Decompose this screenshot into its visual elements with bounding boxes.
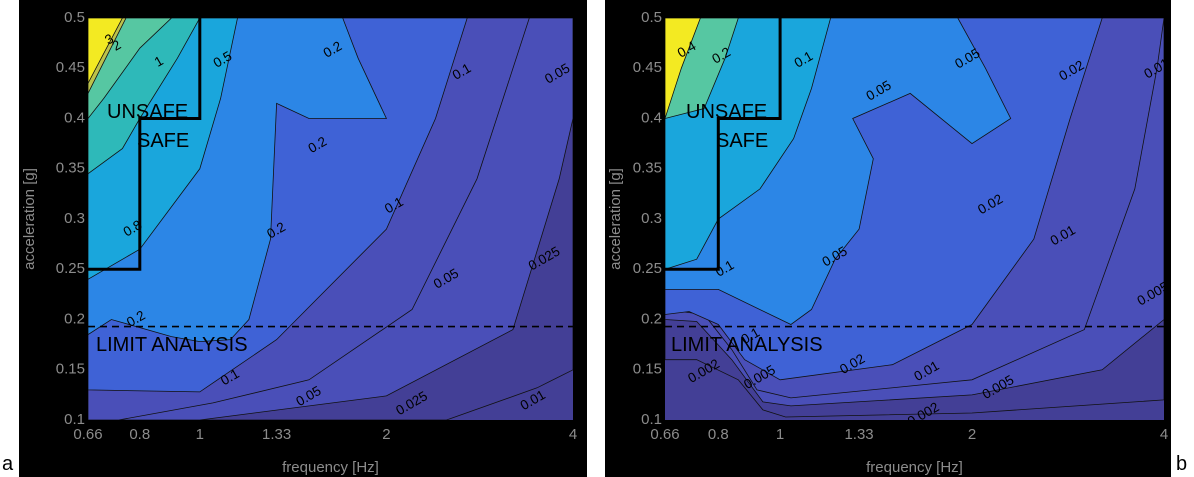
- x-tick-label: 0.8: [129, 426, 150, 443]
- y-tick-label: 0.1: [641, 411, 662, 428]
- x-tick-label: 2: [382, 426, 390, 443]
- contour-layers: [665, 18, 1164, 418]
- panel-b: 0.4 0.2 0.1 0.050.050.050.020.020.020.010.0…: [605, 0, 1172, 477]
- x-tick-label: 1.33: [262, 426, 291, 443]
- y-tick-label: 0.35: [56, 160, 85, 177]
- x-tick-label: 2: [968, 426, 976, 443]
- y-tick-label: 0.35: [633, 160, 662, 177]
- y-tick-label: 0.15: [633, 361, 662, 378]
- unsafe-label: UNSAFE: [686, 101, 767, 123]
- x-tick-label: 0.66: [650, 426, 679, 443]
- x-tick-label: 0.66: [73, 426, 102, 443]
- limit-analysis-label: LIMIT ANALYSIS: [96, 334, 248, 356]
- y-tick-label: 0.25: [56, 260, 85, 277]
- y-tick-label: 0.3: [64, 210, 85, 227]
- x-tick-label: 1: [776, 426, 784, 443]
- safe-boundary-line: [665, 18, 782, 271]
- unsafe-label: UNSAFE: [107, 101, 188, 123]
- x-tick-label: 1.33: [844, 426, 873, 443]
- y-axis-label: acceleration [g]: [607, 168, 624, 270]
- x-tick-label: 1: [196, 426, 204, 443]
- y-tick-label: 0.5: [641, 9, 662, 26]
- y-tick-label: 0.5: [64, 9, 85, 26]
- x-axis-label: frequency [Hz]: [282, 459, 379, 476]
- y-tick-label: 0.25: [633, 260, 662, 277]
- y-tick-label: 0.4: [64, 109, 85, 126]
- x-axis-label: frequency [Hz]: [866, 459, 963, 476]
- contour-region-0.4: [665, 18, 701, 119]
- y-tick-label: 0.2: [64, 310, 85, 327]
- x-tick-label: 4: [1160, 426, 1168, 443]
- y-tick-label: 0.45: [56, 59, 85, 76]
- y-axis-label: acceleration [g]: [21, 168, 38, 270]
- panel-letter: b: [1176, 453, 1187, 475]
- panel-letter: a: [2, 453, 14, 475]
- y-tick-label: 0.4: [641, 109, 662, 126]
- y-tick-label: 0.2: [641, 310, 662, 327]
- y-tick-label: 0.15: [56, 361, 85, 378]
- y-tick-label: 0.3: [641, 210, 662, 227]
- panel-a: 321 0.5 0.20.20.20.20.80.10.10.10.050.050.…: [19, 0, 587, 477]
- y-tick-label: 0.1: [64, 411, 85, 428]
- y-tick-label: 0.45: [633, 59, 662, 76]
- limit-analysis-label: LIMIT ANALYSIS: [671, 334, 823, 356]
- safe-boundary-line: [88, 18, 202, 271]
- safe-label: SAFE: [137, 130, 189, 152]
- x-tick-label: 4: [569, 426, 577, 443]
- safe-label: SAFE: [716, 130, 768, 152]
- contour-region-3: [88, 18, 123, 84]
- contour-layers: [88, 18, 573, 420]
- x-tick-label: 0.8: [708, 426, 729, 443]
